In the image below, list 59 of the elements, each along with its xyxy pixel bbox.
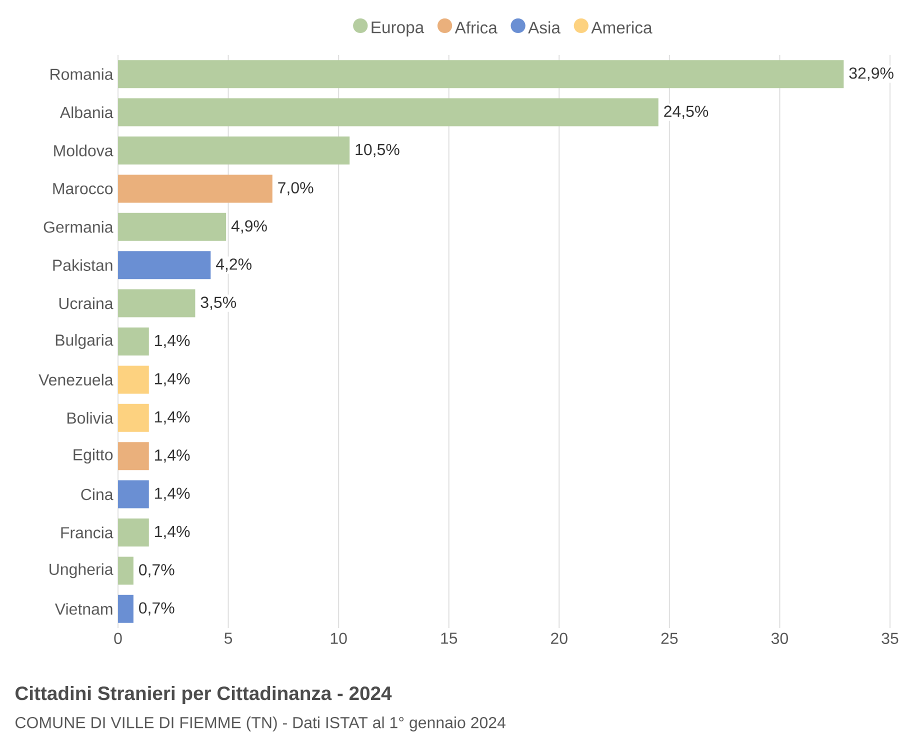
y-tick-label: Bolivia (67, 412, 114, 424)
data-label: 1,4% (155, 334, 190, 348)
y-tick-label: Ungheria (50, 563, 114, 578)
legend-label: America (591, 21, 652, 34)
x-tick-label: 0 (114, 632, 122, 644)
y-tick-label: Vietnam (54, 603, 112, 615)
data-label: 0,7% (139, 602, 174, 616)
y-tick-label: Egitto (74, 448, 113, 464)
bar (118, 556, 134, 585)
legend-label: Africa (454, 21, 498, 34)
bar (118, 518, 149, 546)
data-label: 24,5% (664, 106, 708, 119)
bar (118, 594, 134, 623)
text: Cittadini Stranieri per Cittadinanza - 2024 (16, 686, 392, 704)
y-tick-label: Pakistan (53, 259, 112, 271)
bar (118, 174, 272, 203)
text: COMUNE DI VILLE DI FIEMME (TN) - Dati ISTAT al 1° gennaio 2024 (16, 716, 506, 732)
bar (118, 366, 149, 394)
y-tick-label: Moldova (54, 144, 114, 156)
x-tick-label: 10 (330, 632, 347, 644)
bar (118, 480, 149, 508)
y-tick-label: Marocco (53, 183, 113, 194)
data-label: 4,9% (231, 220, 267, 234)
data-label: 1,4% (155, 411, 190, 424)
x-tick-label: 5 (224, 632, 232, 644)
y-tick-label: Albania (60, 106, 114, 118)
bar (118, 404, 149, 432)
data-label: 3,5% (200, 296, 236, 310)
y-tick-label: Germania (44, 221, 114, 233)
bar (118, 98, 658, 126)
x-tick-label: 35 (882, 632, 898, 644)
data-label: 1,4% (155, 526, 190, 540)
legend-label: Europa (372, 22, 424, 37)
x-tick-label: 20 (551, 632, 568, 644)
bar (118, 136, 350, 164)
legend-label: Asia (528, 21, 560, 34)
bar (118, 251, 211, 280)
data-label: 32,9% (849, 67, 894, 81)
bar (118, 212, 226, 241)
y-tick-label: Venezuela (38, 374, 114, 386)
bar (118, 442, 149, 470)
data-label: 1,4% (155, 373, 190, 386)
x-tick-label: 30 (771, 632, 788, 644)
data-label: 7,0% (278, 182, 314, 196)
data-label: 10,5% (356, 144, 400, 158)
y-tick-label: Cina (81, 488, 114, 500)
data-label: 0,7% (139, 564, 174, 578)
data-label: 1,4% (155, 450, 190, 463)
data-label: 1,4% (155, 488, 190, 501)
data-label: 4,2% (216, 258, 252, 272)
x-tick-label: 15 (441, 632, 458, 644)
y-tick-label: Bulgaria (56, 334, 114, 349)
y-tick-label: Ucraina (59, 297, 114, 310)
bar (118, 327, 149, 356)
y-tick-label: Francia (61, 526, 114, 538)
y-tick-label: Romania (50, 68, 114, 80)
x-tick-label: 25 (661, 632, 678, 644)
bar (118, 289, 196, 318)
bar (118, 60, 844, 88)
